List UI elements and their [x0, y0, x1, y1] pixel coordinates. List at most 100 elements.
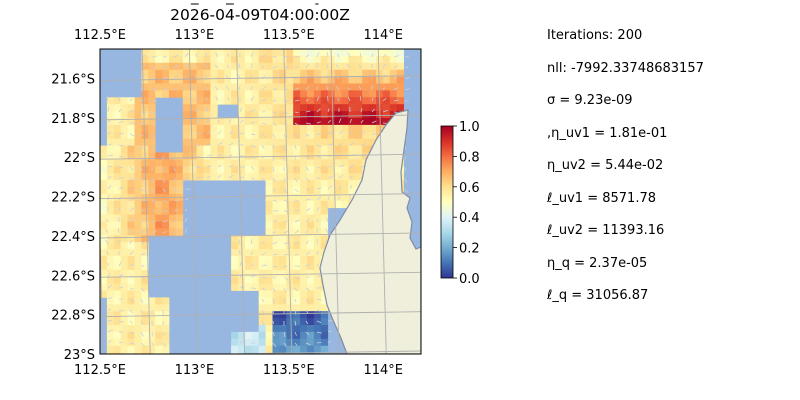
- field-cell-926: [148, 221, 156, 229]
- field-cell-257: [341, 90, 349, 98]
- field-cell-1298: [244, 345, 253, 353]
- quiver-arrow-266: [272, 166, 275, 172]
- quiver-arrow-411: [272, 253, 278, 256]
- field-cell-1290: [127, 345, 135, 353]
- field-cell-683: [251, 166, 260, 174]
- field-cell-295: [334, 97, 342, 105]
- field-cell-368: [341, 111, 349, 119]
- field-cell-538: [134, 145, 142, 153]
- y-tick-5: 22.6°S: [51, 269, 95, 284]
- field-cell-440: [300, 124, 308, 133]
- quiver-arrow-122: [382, 97, 387, 102]
- field-cell-576: [120, 152, 128, 160]
- field-cell-835: [334, 193, 342, 202]
- field-cell-311: [148, 104, 156, 112]
- quiver-arrow-461: [272, 298, 275, 304]
- field-cell-920: [106, 221, 115, 229]
- field-cell-694: [327, 166, 335, 174]
- field-cell-495: [113, 138, 122, 146]
- field-cell-1019: [293, 249, 301, 257]
- quiver-arrow-121: [371, 97, 374, 102]
- quiver-arrow-349: [107, 206, 109, 212]
- field-cell-1135: [141, 290, 149, 298]
- field-cell-1264: [106, 338, 115, 347]
- field-cell-1205: [120, 318, 128, 326]
- field-cell-213: [300, 83, 308, 91]
- field-cell-764: [286, 180, 294, 188]
- field-cell-856: [175, 200, 184, 209]
- field-cell-724: [231, 173, 239, 181]
- field-cell-450: [369, 124, 377, 133]
- field-cell-637: [238, 159, 246, 167]
- field-cell-1236: [293, 325, 301, 333]
- field-cell-753: [127, 180, 135, 188]
- colorbar-tick-5: 1.0: [459, 120, 480, 135]
- quiver-arrow-317: [294, 188, 299, 193]
- field-cell-1063: [307, 262, 315, 271]
- field-cell-1162: [307, 297, 315, 305]
- field-cell-1032: [238, 256, 246, 264]
- colorbar-tick-3: 0.6: [459, 181, 480, 196]
- field-cell-1299: [251, 345, 260, 353]
- field-cell-643: [279, 159, 287, 167]
- x-tick-bottom-3: 114°E: [363, 363, 403, 378]
- field-cell-296: [341, 97, 349, 105]
- field-cell-837: [348, 193, 356, 202]
- field-cell-312: [182, 104, 191, 112]
- field-cell-91: [244, 62, 253, 71]
- field-cell-1125: [300, 283, 308, 291]
- field-cell-903: [134, 214, 142, 222]
- quiver-arrow-91: [316, 86, 318, 91]
- field-cell-126: [224, 69, 232, 77]
- field-cell-32: [362, 49, 370, 57]
- field-cell-1101: [279, 276, 287, 284]
- field-cell-924: [134, 221, 142, 229]
- field-cell-981: [320, 235, 329, 243]
- field-cell-962: [106, 235, 115, 243]
- field-cell-988: [141, 242, 149, 250]
- field-cell-852: [148, 200, 156, 209]
- field-cell-293: [320, 97, 329, 105]
- quiver-arrow-286: [184, 177, 190, 181]
- field-cell-846: [106, 200, 115, 209]
- quiver-arrow-202: [151, 144, 153, 150]
- quiver-arrow-284: [162, 177, 165, 183]
- field-cell-565: [348, 145, 356, 153]
- x-tick-labels: 112.5°E112.5°E113°E113°E113.5°E113.5°E11…: [74, 28, 403, 378]
- field-cell-309: [134, 104, 142, 112]
- field-cell-1048: [120, 262, 128, 271]
- quiver-arrow-373: [294, 219, 300, 223]
- field-cell-1307: [307, 345, 315, 353]
- field-cell-489: [369, 131, 377, 140]
- field-cell-402: [307, 118, 315, 126]
- field-cell-64: [320, 55, 329, 64]
- field-cell-1293: [148, 345, 156, 353]
- quiver-arrow-489: [294, 320, 297, 326]
- field-cell-945: [134, 228, 142, 236]
- field-cell-1300: [258, 345, 266, 353]
- quiver-arrow-281: [129, 177, 135, 181]
- field-cell-470: [238, 131, 246, 140]
- quiver-arrow-436: [261, 276, 267, 279]
- field-cell-508: [231, 138, 239, 146]
- field-cell-1260: [300, 331, 308, 340]
- field-cell-62: [307, 55, 315, 64]
- quiver-arrow-73: [393, 76, 397, 80]
- y-tick-7: 23°S: [64, 348, 95, 363]
- field-cell-1119: [258, 283, 266, 291]
- field-cell-1243: [120, 331, 128, 340]
- field-cell-636: [231, 159, 239, 167]
- field-cell-828: [286, 193, 294, 202]
- field-cell-285: [265, 97, 273, 105]
- quiver-arrow-95: [358, 85, 362, 91]
- field-cell-562: [327, 145, 335, 153]
- quiver-arrow-224: [118, 155, 123, 158]
- field-cell-719: [196, 173, 204, 181]
- field-cell-790: [162, 187, 170, 195]
- field-cell-1296: [231, 345, 239, 353]
- quiver-arrow-272: [338, 164, 344, 168]
- field-cell-241: [231, 90, 239, 98]
- field-cell-1091: [127, 276, 135, 284]
- field-cell-1269: [141, 338, 149, 347]
- field-cell-1185: [113, 311, 122, 319]
